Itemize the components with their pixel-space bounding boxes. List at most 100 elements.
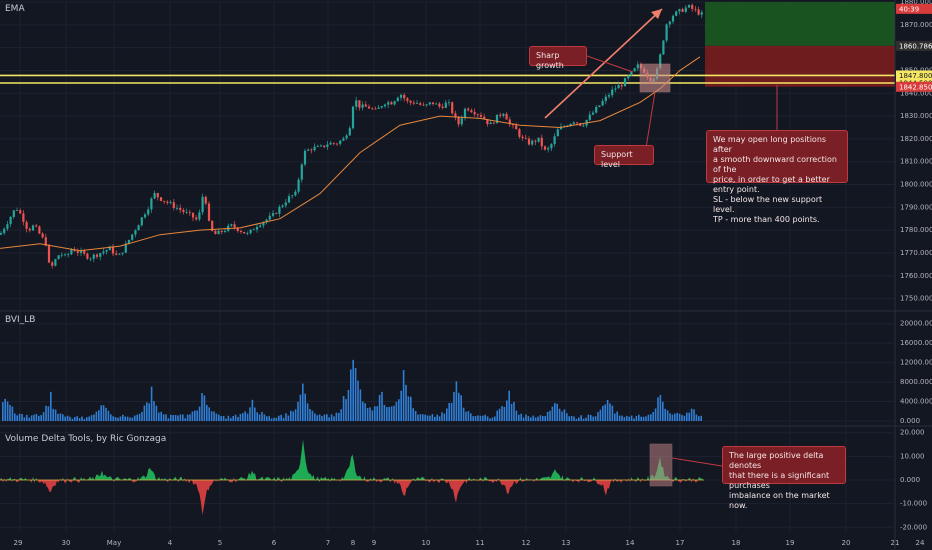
delta-segment bbox=[63, 477, 65, 483]
candle-body bbox=[195, 217, 198, 220]
volume-bar bbox=[503, 406, 506, 421]
delta-segment bbox=[492, 480, 494, 483]
volume-bar bbox=[165, 414, 167, 421]
delta-segment bbox=[208, 480, 210, 491]
volume-bar bbox=[225, 418, 227, 421]
volume-bar bbox=[302, 383, 304, 421]
price-tick-label: 1870.000 bbox=[900, 21, 932, 29]
candle-body bbox=[611, 89, 614, 96]
delta-segment bbox=[516, 480, 518, 484]
delta-segment bbox=[51, 480, 53, 492]
volume-bar bbox=[30, 415, 33, 421]
volume-bar bbox=[484, 414, 486, 421]
volume-bar bbox=[170, 414, 172, 421]
volume-bar bbox=[510, 403, 513, 421]
sharp-growth-note: Sharp growth bbox=[529, 46, 587, 70]
volume-bar bbox=[633, 418, 635, 421]
price-tick-label: 1830.000 bbox=[900, 112, 932, 120]
delta-segment bbox=[372, 477, 374, 482]
delta-segment bbox=[565, 477, 567, 480]
delta-segment bbox=[484, 476, 486, 480]
volume-bar bbox=[227, 415, 230, 421]
volume-bar bbox=[244, 411, 246, 421]
volume-bar bbox=[282, 417, 285, 421]
volume-bar bbox=[2, 402, 4, 421]
volume-bar bbox=[674, 413, 676, 421]
candle-body bbox=[467, 108, 470, 111]
volume-bar bbox=[184, 418, 186, 421]
delta-segment bbox=[64, 480, 66, 483]
volume-bar bbox=[597, 412, 599, 421]
delta-segment bbox=[196, 480, 198, 491]
volume-bar bbox=[549, 410, 551, 421]
delta-segment bbox=[99, 475, 101, 480]
delta-segment bbox=[210, 480, 212, 486]
delta-segment bbox=[493, 480, 495, 483]
volume-bar bbox=[700, 415, 702, 421]
volume-bar bbox=[292, 411, 294, 421]
candle-body bbox=[3, 228, 6, 234]
volume-bar bbox=[494, 416, 496, 421]
candle-body bbox=[207, 203, 211, 221]
delta-segment bbox=[292, 473, 294, 480]
delta-segment bbox=[115, 477, 117, 480]
volume-tick-label: 8000.000 bbox=[900, 378, 932, 386]
volume-bar bbox=[683, 415, 686, 421]
delta-segment bbox=[508, 480, 510, 494]
volume-bar bbox=[100, 405, 102, 421]
volume-bar bbox=[88, 416, 90, 421]
delta-segment bbox=[604, 480, 606, 496]
candle-body bbox=[582, 125, 585, 127]
volume-bar bbox=[489, 418, 491, 421]
delta-segment bbox=[580, 476, 582, 480]
volume-bar bbox=[695, 414, 698, 421]
volume-bar bbox=[520, 413, 522, 421]
volume-bar bbox=[299, 394, 302, 421]
candle-body bbox=[556, 129, 559, 137]
candle-body bbox=[73, 249, 76, 252]
candle-body bbox=[681, 9, 684, 12]
candle-body bbox=[89, 258, 92, 260]
delta-segment bbox=[603, 480, 605, 492]
delta-segment bbox=[163, 477, 165, 481]
delta-segment bbox=[48, 480, 50, 492]
delta-segment bbox=[198, 480, 200, 494]
candle-body bbox=[636, 64, 639, 69]
delta-segment bbox=[160, 478, 162, 480]
delta-segment bbox=[507, 480, 509, 494]
candle-body bbox=[508, 119, 511, 125]
candle-body bbox=[326, 144, 329, 147]
delta-segment bbox=[451, 480, 453, 490]
candle-body bbox=[15, 210, 19, 211]
candle-body bbox=[201, 196, 204, 213]
delta-highlight-box bbox=[649, 443, 673, 487]
candle-body bbox=[9, 217, 12, 225]
volume-bar bbox=[474, 415, 477, 421]
candles bbox=[0, 3, 703, 269]
delta-segment bbox=[393, 477, 395, 484]
volume-bar bbox=[47, 406, 50, 421]
volume-bar bbox=[561, 411, 563, 421]
delta-segment bbox=[138, 476, 140, 480]
delta-segment bbox=[10, 477, 12, 482]
delta-segment bbox=[342, 476, 344, 480]
candle-body bbox=[342, 138, 345, 141]
delta-segment bbox=[510, 480, 512, 488]
delta-segment bbox=[406, 480, 408, 489]
delta-segment bbox=[318, 476, 320, 483]
delta-segment bbox=[586, 480, 588, 483]
delta-segment bbox=[387, 477, 389, 480]
volume-bar bbox=[414, 410, 417, 421]
candle-body bbox=[371, 108, 374, 110]
candle-body bbox=[351, 106, 355, 129]
delta-segment bbox=[60, 478, 62, 482]
delta-tick-label: -10.000 bbox=[900, 500, 927, 508]
delta-segment bbox=[396, 480, 398, 484]
candle-body bbox=[361, 104, 364, 108]
delta-segment bbox=[106, 476, 108, 480]
delta-segment bbox=[429, 480, 431, 483]
candle-body bbox=[54, 259, 57, 266]
volume-bar bbox=[546, 411, 549, 421]
candle-body bbox=[633, 68, 636, 72]
volume-bar bbox=[326, 414, 328, 421]
